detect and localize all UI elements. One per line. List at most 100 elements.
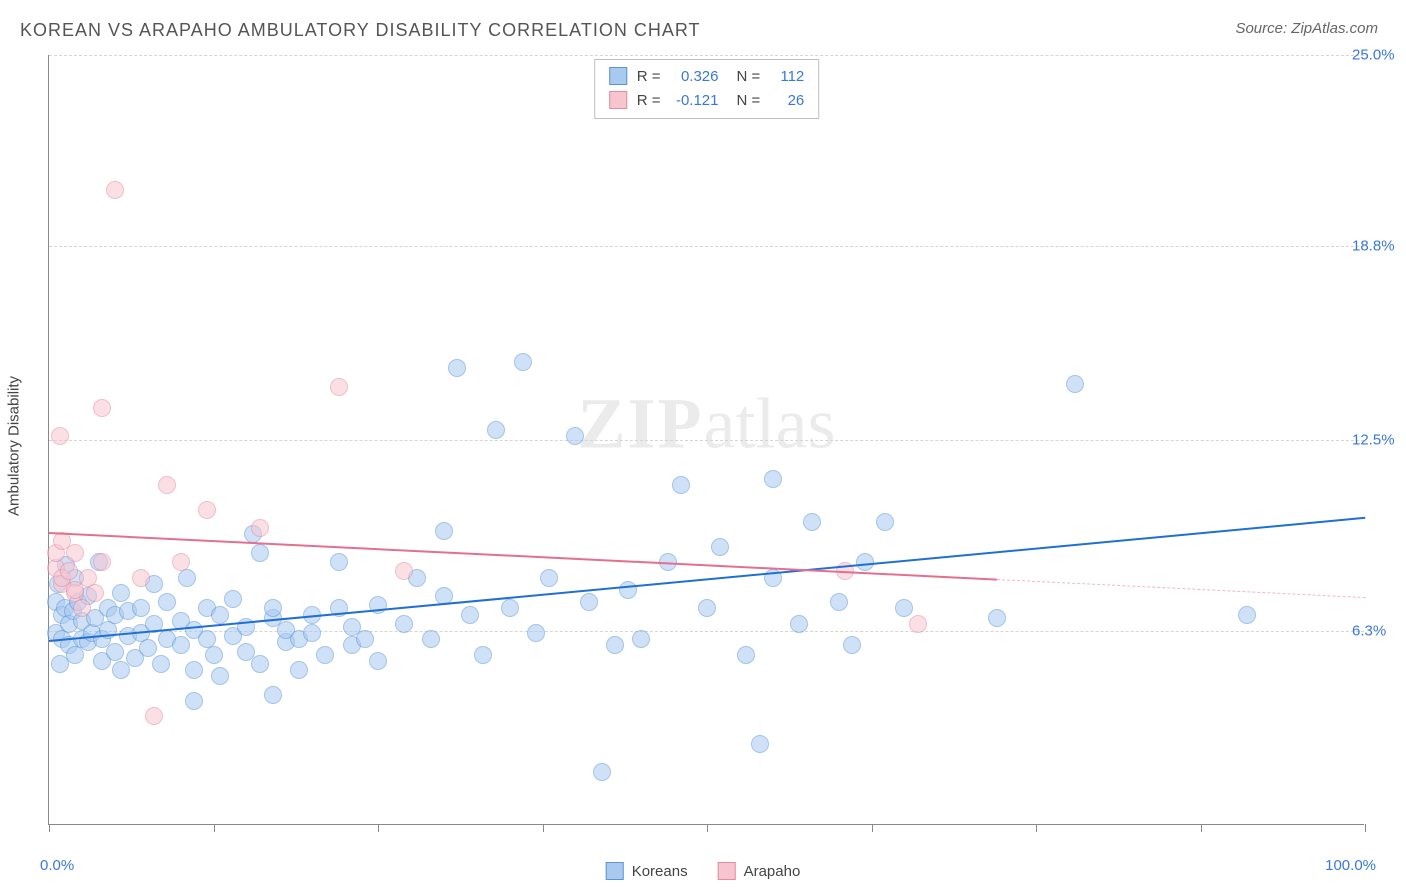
stat-n-value: 112 xyxy=(770,68,804,85)
scatter-point xyxy=(448,359,466,377)
scatter-point xyxy=(876,513,894,531)
scatter-point xyxy=(264,599,282,617)
y-axis-label: Ambulatory Disability xyxy=(6,376,23,516)
y-tick-label: 18.8% xyxy=(1352,237,1406,254)
x-tick xyxy=(707,824,708,832)
scatter-point xyxy=(316,646,334,664)
scatter-point xyxy=(51,427,69,445)
scatter-point xyxy=(185,692,203,710)
scatter-point xyxy=(93,399,111,417)
stat-n-label: N = xyxy=(737,68,761,85)
x-end-label: 100.0% xyxy=(1325,857,1376,874)
legend-item: Arapaho xyxy=(718,862,801,880)
scatter-point xyxy=(606,636,624,654)
scatter-point xyxy=(1066,375,1084,393)
legend-swatch xyxy=(609,67,627,85)
scatter-point xyxy=(60,562,78,580)
stats-row: R =-0.121N =26 xyxy=(609,88,805,112)
plot-area: ZIPatlas R =0.326N =112R =-0.121N =26 6.… xyxy=(48,55,1364,825)
source-attribution: Source: ZipAtlas.com xyxy=(1235,20,1378,37)
gridline xyxy=(49,55,1364,56)
legend-swatch xyxy=(609,91,627,109)
scatter-point xyxy=(514,353,532,371)
stat-r-label: R = xyxy=(637,68,661,85)
scatter-point xyxy=(566,427,584,445)
scatter-point xyxy=(251,519,269,537)
watermark: ZIPatlas xyxy=(578,383,836,466)
scatter-point xyxy=(330,378,348,396)
scatter-point xyxy=(593,763,611,781)
legend-swatch xyxy=(718,862,736,880)
scatter-point xyxy=(988,609,1006,627)
x-tick xyxy=(49,824,50,832)
chart-title: KOREAN VS ARAPAHO AMBULATORY DISABILITY … xyxy=(20,20,701,41)
scatter-point xyxy=(172,553,190,571)
scatter-point xyxy=(737,646,755,664)
gridline xyxy=(49,246,1364,247)
scatter-point xyxy=(395,562,413,580)
stats-row: R = 0.326 N = 112 xyxy=(609,64,805,88)
scatter-point xyxy=(751,735,769,753)
scatter-point xyxy=(205,646,223,664)
scatter-point xyxy=(435,522,453,540)
scatter-point xyxy=(395,615,413,633)
scatter-point xyxy=(132,569,150,587)
x-tick xyxy=(1365,824,1366,832)
scatter-point xyxy=(112,584,130,602)
scatter-point xyxy=(198,501,216,519)
scatter-point xyxy=(211,606,229,624)
scatter-point xyxy=(158,593,176,611)
scatter-point xyxy=(764,470,782,488)
legend-label: Arapaho xyxy=(744,863,801,880)
scatter-point xyxy=(619,581,637,599)
scatter-point xyxy=(501,599,519,617)
scatter-point xyxy=(422,630,440,648)
stat-n-value: 26 xyxy=(770,92,804,109)
scatter-point xyxy=(540,569,558,587)
scatter-point xyxy=(224,590,242,608)
x-tick xyxy=(214,824,215,832)
scatter-point xyxy=(106,643,124,661)
scatter-point xyxy=(172,636,190,654)
scatter-point xyxy=(86,584,104,602)
scatter-point xyxy=(356,630,374,648)
x-tick xyxy=(872,824,873,832)
scatter-point xyxy=(251,544,269,562)
scatter-point xyxy=(632,630,650,648)
legend-label: Koreans xyxy=(632,863,688,880)
scatter-point xyxy=(93,553,111,571)
scatter-point xyxy=(843,636,861,654)
scatter-point xyxy=(487,421,505,439)
scatter-point xyxy=(527,624,545,642)
scatter-point xyxy=(369,652,387,670)
scatter-point xyxy=(303,624,321,642)
y-tick-label: 12.5% xyxy=(1352,432,1406,449)
x-start-label: 0.0% xyxy=(40,857,74,874)
gridline xyxy=(49,440,1364,441)
scatter-point xyxy=(803,513,821,531)
scatter-point xyxy=(66,544,84,562)
scatter-point xyxy=(145,707,163,725)
x-tick xyxy=(378,824,379,832)
stat-r-value: 0.326 xyxy=(671,68,719,85)
scatter-point xyxy=(830,593,848,611)
scatter-point xyxy=(580,593,598,611)
scatter-point xyxy=(158,476,176,494)
scatter-point xyxy=(1238,606,1256,624)
x-tick xyxy=(1201,824,1202,832)
scatter-point xyxy=(106,181,124,199)
scatter-point xyxy=(895,599,913,617)
scatter-point xyxy=(264,686,282,704)
scatter-point xyxy=(73,599,91,617)
scatter-point xyxy=(698,599,716,617)
stat-n-label: N = xyxy=(737,92,761,109)
scatter-point xyxy=(251,655,269,673)
stat-r-label: R = xyxy=(637,92,661,109)
scatter-point xyxy=(909,615,927,633)
scatter-point xyxy=(211,667,229,685)
scatter-point xyxy=(474,646,492,664)
scatter-point xyxy=(185,661,203,679)
scatter-point xyxy=(290,661,308,679)
scatter-point xyxy=(672,476,690,494)
scatter-point xyxy=(330,553,348,571)
